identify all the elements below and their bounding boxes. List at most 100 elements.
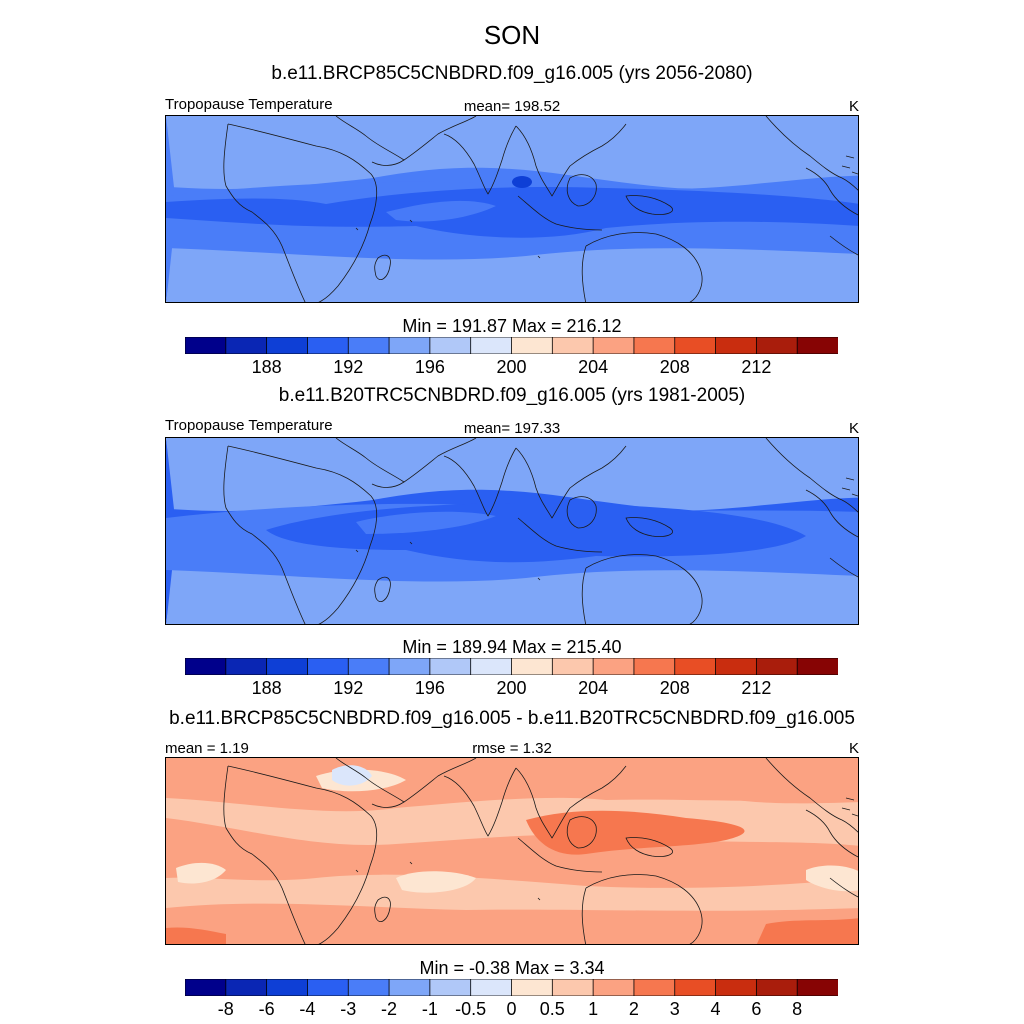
colorbar-tick-label: 192	[333, 678, 364, 698]
colorbar-swatch	[633, 979, 676, 996]
contour-region	[176, 862, 226, 884]
contour-region	[726, 784, 858, 804]
colorbar-tick-label: -2	[381, 999, 398, 1019]
colorbar-swatch	[715, 337, 758, 354]
colorbar-swatch	[511, 337, 554, 354]
panel-2-colorbar-labels: 188 192 196 200 204 208 212	[185, 679, 838, 699]
panel-2-minmax: Min = 189.94 Max = 215.40	[402, 637, 622, 657]
colorbar-tick-label: 208	[659, 678, 690, 698]
colorbar-swatch	[674, 658, 717, 675]
colorbar-swatch	[185, 337, 227, 354]
colorbar-tick-label: 0.5	[539, 999, 565, 1019]
colorbar-swatch	[185, 658, 227, 675]
colorbar-swatch	[633, 337, 676, 354]
colorbar-swatch	[551, 337, 594, 354]
panel-2-mean-label: mean= 197.33	[463, 420, 561, 437]
panel-3-mean-label: mean = 1.19	[165, 740, 249, 757]
colorbar-swatch	[715, 979, 758, 996]
colorbar-swatch	[511, 979, 554, 996]
contour-band-north	[166, 116, 858, 189]
panel-1-minmax: Min = 191.87 Max = 216.12	[402, 316, 622, 336]
colorbar-tick-label: 204	[578, 678, 609, 698]
colorbar-tick-label: 212	[741, 357, 772, 377]
colorbar-swatch	[347, 337, 390, 354]
colorbar-swatch	[266, 979, 309, 996]
colorbar-swatch	[185, 979, 227, 996]
contour-region	[166, 818, 858, 888]
colorbar-tick-label: -0.5	[455, 999, 487, 1019]
colorbar-tick-label: 188	[251, 357, 282, 377]
contour-region	[526, 810, 745, 855]
panel-2-colorbar	[185, 658, 838, 675]
panel-3-units: K	[848, 740, 859, 757]
panel-2-left-label: Tropopause Temperature	[165, 417, 333, 434]
panel-1-map	[165, 115, 859, 303]
colorbar-tick-label: -6	[258, 999, 275, 1019]
colorbar-swatch	[674, 979, 717, 996]
colorbar-swatch	[796, 658, 838, 675]
colorbar-swatch	[388, 337, 431, 354]
panel-1-units: K	[848, 98, 859, 115]
colorbar-swatch	[225, 658, 268, 675]
colorbar-tick-label: 200	[496, 357, 527, 377]
colorbar-tick-label: 200	[496, 678, 527, 698]
colorbar-swatch	[592, 337, 635, 354]
panel-1-subtitle: b.e11.BRCP85C5CNBDRD.f09_g16.005 (yrs 20…	[271, 63, 753, 84]
colorbar-swatch	[429, 979, 472, 996]
contour-region	[332, 765, 372, 786]
panel-2-map	[165, 437, 859, 625]
colorbar-swatch	[307, 979, 350, 996]
panel-3-subtitle: b.e11.BRCP85C5CNBDRD.f09_g16.005 - b.e11…	[169, 708, 855, 729]
colorbar-swatch	[755, 979, 798, 996]
coastlines	[223, 438, 858, 624]
warm-intrusion	[386, 200, 496, 222]
colorbar-tick-label: 0	[506, 999, 517, 1019]
colorbar-tick-label: -4	[299, 999, 316, 1019]
colorbar-swatch	[755, 337, 798, 354]
colorbar-swatch	[796, 337, 838, 354]
colorbar-swatch	[266, 337, 309, 354]
colorbar-swatch	[388, 979, 431, 996]
colorbar-swatch	[307, 337, 350, 354]
contour-region	[166, 903, 858, 944]
colorbar-tick-label: 8	[792, 999, 803, 1019]
panel-1-colorbar-labels: 188 192 196 200 204 208 212	[185, 358, 838, 378]
colorbar-swatch	[429, 658, 472, 675]
colorbar-swatch	[470, 979, 513, 996]
panel-3-minmax: Min = -0.38 Max = 3.34	[419, 958, 605, 978]
colorbar-tick-label: 188	[251, 678, 282, 698]
panel-1-left-label: Tropopause Temperature	[165, 96, 333, 113]
contour-region	[806, 865, 858, 892]
colorbar-tick-label: 192	[333, 357, 364, 377]
contour-region	[166, 927, 226, 944]
colorbar-tick-label: -1	[421, 999, 438, 1019]
colorbar-tick-label: 196	[414, 357, 445, 377]
coastlines	[223, 116, 858, 302]
colorbar-swatch	[633, 658, 676, 675]
colorbar-swatch	[470, 337, 513, 354]
colorbar-swatch	[388, 658, 431, 675]
colorbar-swatch	[225, 337, 268, 354]
colorbar-swatch	[511, 658, 554, 675]
figure-title: SON	[483, 20, 541, 50]
panel-3-colorbar	[185, 979, 838, 996]
panel-1-colorbar	[185, 337, 838, 354]
panel-2-units: K	[848, 420, 859, 437]
colorbar-tick-label: 2	[628, 999, 639, 1019]
colorbar-swatch	[266, 658, 309, 675]
cold-pool	[166, 186, 858, 238]
contour-region	[756, 918, 858, 944]
colorbar-tick-label: -8	[217, 999, 234, 1019]
colorbar-tick-label: 3	[669, 999, 680, 1019]
panel-3-map	[165, 757, 859, 945]
colorbar-swatch	[796, 979, 838, 996]
colorbar-tick-label: 196	[414, 678, 445, 698]
colorbar-swatch	[715, 658, 758, 675]
colorbar-tick-label: 212	[741, 678, 772, 698]
colorbar-swatch	[470, 658, 513, 675]
colorbar-swatch	[551, 979, 594, 996]
panel-1-mean-label: mean= 198.52	[463, 98, 561, 115]
warm-intrusion	[356, 511, 496, 534]
coastlines	[223, 758, 858, 944]
colorbar-swatch	[347, 658, 390, 675]
